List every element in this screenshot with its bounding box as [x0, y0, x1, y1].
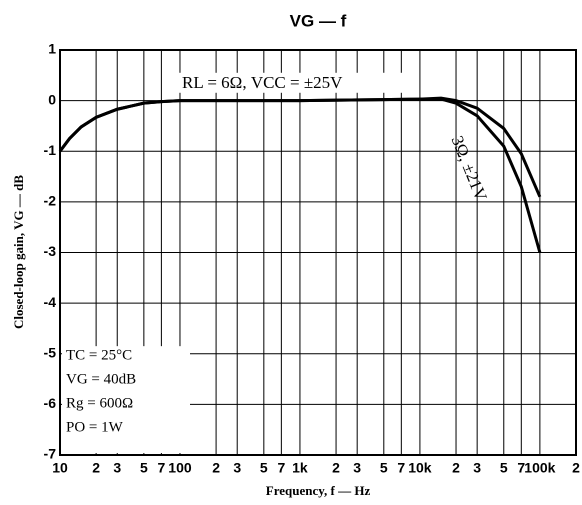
- x-tick-label: 5: [140, 460, 148, 476]
- y-tick-label: -1: [44, 142, 57, 158]
- x-tick-label: 7: [277, 460, 285, 476]
- y-tick-label: -4: [44, 294, 57, 310]
- series-label: RL = 6Ω, VCC = ±25V: [182, 73, 343, 92]
- series-line: [58, 97, 542, 253]
- y-tick-label: 0: [48, 91, 56, 107]
- label-bg: [178, 72, 416, 93]
- x-tick-label: 3: [353, 460, 361, 476]
- x-tick-label: 100: [168, 460, 192, 476]
- y-tick-label: -3: [44, 243, 57, 259]
- y-tick-label: -5: [44, 344, 57, 360]
- x-tick-label: 2: [92, 460, 100, 476]
- y-tick-label: -7: [44, 446, 57, 462]
- x-tick-label: 5: [500, 460, 508, 476]
- x-tick-label: 7: [157, 460, 165, 476]
- x-tick-label: 5: [380, 460, 388, 476]
- chart-title: VG — f: [290, 11, 347, 30]
- x-tick-label: 1k: [292, 460, 308, 476]
- x-tick-label: 3: [113, 460, 121, 476]
- x-tick-label: 3: [233, 460, 241, 476]
- condition-label: Rg = 600Ω: [66, 396, 133, 412]
- x-tick-label: 7: [517, 460, 525, 476]
- y-tick-label: -2: [44, 193, 57, 209]
- condition-label: VG = 40dB: [66, 372, 136, 388]
- x-tick-label: 2: [452, 460, 460, 476]
- x-tick-label: 3: [473, 460, 481, 476]
- x-tick-label: 5: [260, 460, 268, 476]
- condition-label: TC = 25°C: [66, 348, 132, 364]
- x-tick-label: 2: [332, 460, 340, 476]
- y-tick-label: -6: [44, 395, 57, 411]
- x-tick-label: 10: [52, 460, 68, 476]
- x-axis-label: Frequency, f — Hz: [266, 483, 371, 498]
- x-tick-label: 100k: [524, 460, 555, 476]
- condition-label: PO = 1W: [66, 420, 124, 436]
- x-tick-label: 2: [212, 460, 220, 476]
- x-tick-label: 10k: [408, 460, 432, 476]
- series-label: 3Ω, ±21V: [448, 133, 491, 204]
- plot-frame: [59, 49, 577, 456]
- y-axis-label: Closed-loop gain, VG — dB: [11, 175, 26, 329]
- conditions-box: [62, 346, 190, 453]
- x-tick-label: 2: [572, 460, 580, 476]
- y-tick-label: 1: [48, 41, 56, 57]
- x-tick-label: 7: [397, 460, 405, 476]
